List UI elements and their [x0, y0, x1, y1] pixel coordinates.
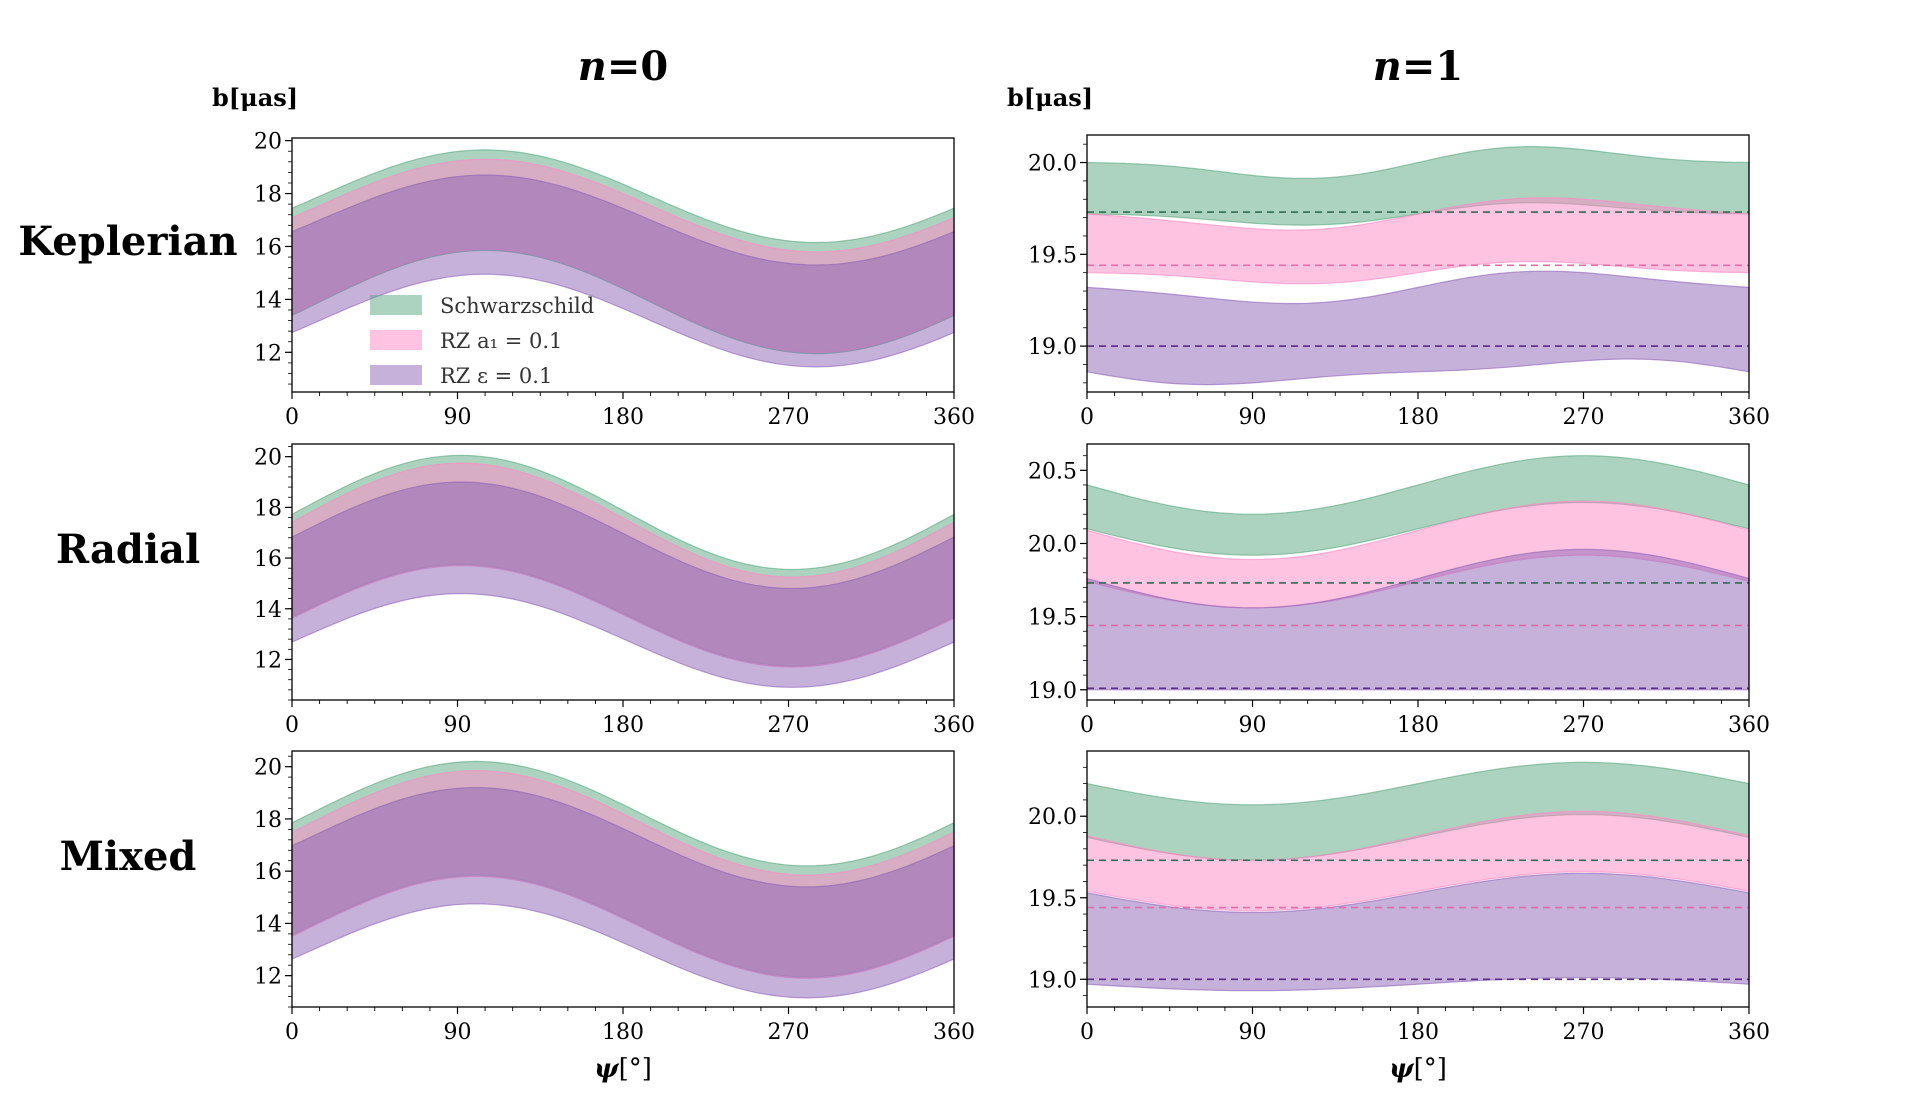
x-tick-label: 360: [933, 405, 975, 430]
x-tick-label: 180: [602, 713, 644, 738]
y-tick-label: 20.0: [1028, 532, 1077, 557]
y-tick-label: 18: [254, 808, 282, 833]
x-tick-label: 90: [444, 1020, 472, 1045]
x-tick-label: 360: [933, 1020, 975, 1045]
band-rz-eps: [1086, 270, 1750, 386]
legend-swatch-rz-a1: [370, 330, 422, 350]
x-tick-label: 360: [1728, 405, 1770, 430]
row-label-keplerian: Keplerian: [18, 218, 237, 265]
y-tick-label: 18: [254, 496, 282, 521]
y-tick-label: 20.5: [1028, 459, 1077, 484]
legend-swatch-rz-eps: [370, 365, 422, 385]
x-tick-label: 0: [1080, 1020, 1094, 1045]
x-tick-label: 270: [1563, 405, 1605, 430]
y-tick-label: 20: [254, 756, 282, 781]
y-tick-label: 20.0: [1028, 152, 1077, 177]
legend-swatch-schwarzschild: [370, 295, 422, 315]
x-tick-label: 0: [1080, 713, 1094, 738]
x-tick-label: 0: [285, 713, 299, 738]
column-title-n0: n=0: [578, 43, 668, 90]
x-tick-label: 270: [768, 713, 810, 738]
x-tick-label: 90: [1239, 1020, 1267, 1045]
panel-2: 0 90 180 270 360 19.0 19.5 20.0: [1028, 134, 1770, 430]
x-tick-label: 0: [285, 1020, 299, 1045]
x-tick-label: 0: [1080, 405, 1094, 430]
x-tick-label: 270: [1563, 1020, 1605, 1045]
y-tick-label: 19.5: [1028, 606, 1077, 631]
legend-label-rz-a1: RZ a₁ = 0.1: [440, 329, 562, 353]
column-title-n1: n=1: [1373, 43, 1463, 90]
y-tick-label: 16: [254, 860, 282, 885]
x-tick-label: 360: [933, 713, 975, 738]
x-tick-label: 270: [1563, 713, 1605, 738]
y-tick-label: 20.0: [1028, 805, 1077, 830]
panel-5: 0 90 180 270 360 12 14 16 18 20: [254, 750, 975, 1045]
y-tick-label: 16: [254, 235, 282, 260]
x-tick-label: 0: [285, 405, 299, 430]
y-tick-label: 14: [254, 288, 282, 313]
legend-label-schwarzschild: Schwarzschild: [440, 294, 594, 318]
x-tick-label: 180: [602, 405, 644, 430]
panel-4: 0 90 180 270 360 19.0 19.5 20.0 20.5: [1028, 443, 1770, 738]
y-tick-label: 18: [254, 183, 282, 208]
x-tick-label: 180: [1397, 405, 1439, 430]
y-tick-label: 20: [254, 130, 282, 155]
x-tick-label: 270: [768, 1020, 810, 1045]
x-tick-label: 360: [1728, 713, 1770, 738]
row-label-mixed: Mixed: [60, 833, 197, 880]
x-tick-label: 180: [602, 1020, 644, 1045]
x-tick-label: 360: [1728, 1020, 1770, 1045]
x-tick-label: 90: [1239, 713, 1267, 738]
y-tick-label: 20: [254, 446, 282, 471]
ylabel-left: b[μas]: [212, 83, 298, 112]
x-tick-label: 90: [444, 713, 472, 738]
xlabel-left: ψ[°]: [594, 1054, 652, 1084]
x-tick-label: 180: [1397, 713, 1439, 738]
legend-label-rz-eps: RZ ε = 0.1: [440, 364, 552, 388]
y-tick-label: 12: [254, 965, 282, 990]
row-label-radial: Radial: [56, 526, 200, 573]
y-tick-label: 14: [254, 912, 282, 937]
y-tick-label: 19.0: [1028, 679, 1077, 704]
y-tick-label: 12: [254, 648, 282, 673]
x-tick-label: 270: [768, 405, 810, 430]
y-tick-label: 19.0: [1028, 968, 1077, 993]
y-tick-label: 14: [254, 598, 282, 623]
panel-3: 0 90 180 270 360 12 14 16 18 20: [254, 443, 975, 738]
y-tick-label: 19.0: [1028, 335, 1077, 360]
y-tick-label: 19.5: [1028, 887, 1077, 912]
y-tick-label: 19.5: [1028, 243, 1077, 268]
y-tick-label: 16: [254, 547, 282, 572]
y-tick-label: 12: [254, 341, 282, 366]
ylabel-right: b[μas]: [1007, 83, 1093, 112]
x-tick-label: 90: [444, 405, 472, 430]
panel-1: 0 90 180 270 360 12 14 16 18 20: [254, 130, 975, 430]
panel-6: 0 90 180 270 360 19.0 19.5 20.0: [1028, 750, 1770, 1045]
legend: Schwarzschild RZ a₁ = 0.1 RZ ε = 0.1: [370, 294, 594, 388]
x-tick-label: 90: [1239, 405, 1267, 430]
x-tick-label: 180: [1397, 1020, 1439, 1045]
xlabel-right: ψ[°]: [1389, 1054, 1447, 1084]
